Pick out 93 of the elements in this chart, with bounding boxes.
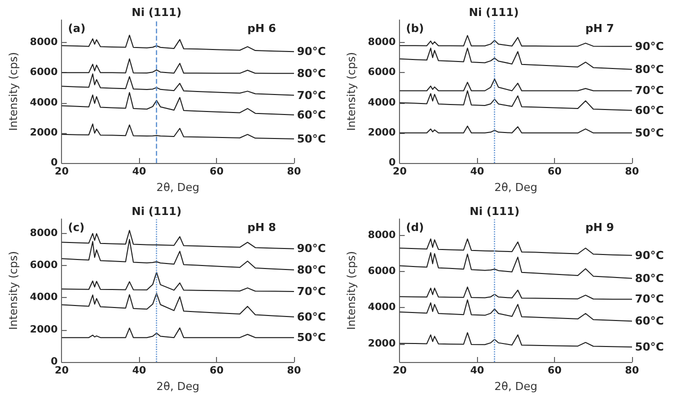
- y-tick-label: 8000: [368, 37, 396, 48]
- y-axis-title: Intensity (cps): [7, 52, 20, 131]
- x-axis-title: 2θ, Deg: [494, 180, 538, 194]
- series-label: 90°C: [297, 45, 326, 58]
- line-series: [61, 92, 294, 116]
- series-label: 50°C: [635, 126, 664, 140]
- y-tick-label: 2000: [368, 338, 396, 350]
- x-tick-label: 80: [625, 366, 639, 376]
- y-tick-label: 2000: [30, 324, 58, 336]
- y-tick-label: 8000: [368, 230, 396, 241]
- line-series: [61, 327, 294, 338]
- series-label: 70°C: [297, 284, 326, 298]
- y-tick-label: 6000: [368, 266, 396, 277]
- ref-line-label: Ni (111): [132, 6, 182, 19]
- annotation: pH 8: [247, 221, 276, 234]
- x-tick-label: 40: [132, 166, 146, 178]
- y-tick-label: 6000: [30, 260, 58, 272]
- series-label: 90°C: [635, 40, 664, 53]
- series-label: 70°C: [635, 292, 664, 306]
- series-label: 70°C: [297, 88, 326, 102]
- series-label: 50°C: [635, 340, 664, 354]
- x-tick-label: 60: [548, 366, 562, 376]
- x-tick-label: 20: [392, 366, 407, 376]
- y-axis-title: Intensity (cps): [345, 251, 358, 330]
- y-tick-label: 2000: [30, 127, 58, 138]
- annotation: (d): [406, 221, 424, 234]
- y-tick-label: 0: [50, 356, 58, 368]
- line-series: [399, 286, 632, 300]
- line-series: [399, 332, 632, 348]
- x-tick-label: 60: [548, 166, 562, 178]
- line-series: [399, 252, 632, 279]
- series-label: 80°C: [297, 66, 326, 80]
- y-axis-title: Intensity (cps): [7, 251, 20, 330]
- x-tick-label: 40: [470, 366, 484, 376]
- y-tick-label: 0: [388, 158, 396, 168]
- y-tick-label: 2000: [368, 127, 396, 138]
- x-axis-title: 2θ, Deg: [156, 180, 200, 194]
- x-tick-label: 40: [132, 366, 146, 376]
- line-series: [399, 48, 632, 70]
- x-tick-label: 20: [54, 166, 69, 178]
- line-series: [399, 299, 632, 322]
- series-label: 90°C: [297, 242, 326, 256]
- line-series: [61, 272, 294, 292]
- annotation: (b): [406, 22, 424, 35]
- x-tick-label: 60: [210, 166, 224, 178]
- y-tick-label: 6000: [30, 67, 58, 78]
- y-axis-title: Intensity (cps): [345, 52, 358, 131]
- x-tick-label: 40: [470, 166, 484, 178]
- x-axis-title: 2θ, Deg: [156, 380, 200, 393]
- line-series: [399, 90, 632, 111]
- series-label: 60°C: [297, 108, 326, 122]
- line-series: [61, 34, 294, 52]
- annotation: (a): [68, 22, 86, 35]
- line-series: [399, 238, 632, 256]
- y-tick-label: 8000: [30, 228, 58, 239]
- x-tick-label: 80: [287, 166, 301, 178]
- x-tick-label: 80: [625, 166, 639, 178]
- line-series: [399, 35, 632, 47]
- series-label: 60°C: [635, 104, 664, 117]
- x-tick-label: 20: [392, 166, 407, 178]
- series-label: 60°C: [635, 314, 664, 328]
- x-tick-label: 80: [287, 366, 301, 376]
- ref-line-label: Ni (111): [132, 205, 182, 218]
- series-label: 60°C: [297, 310, 326, 324]
- line-series: [61, 124, 294, 140]
- x-tick-label: 20: [54, 366, 69, 376]
- line-series: [61, 73, 294, 96]
- series-label: 80°C: [297, 263, 326, 276]
- y-tick-label: 4000: [30, 97, 58, 108]
- line-series: [61, 58, 294, 74]
- y-tick-label: 8000: [30, 37, 58, 48]
- x-axis-title: 2θ, Deg: [494, 380, 538, 393]
- x-tick-label: 60: [210, 366, 224, 376]
- y-tick-label: 0: [50, 158, 58, 168]
- annotation: (c): [68, 221, 85, 234]
- ref-line-label: Ni (111): [470, 205, 520, 218]
- annotation: pH 7: [585, 22, 614, 35]
- y-tick-label: 6000: [368, 67, 396, 78]
- y-tick-label: 4000: [368, 302, 396, 314]
- line-series: [61, 292, 294, 318]
- series-label: 80°C: [635, 62, 664, 76]
- annotation: pH 6: [247, 22, 276, 35]
- y-tick-label: 4000: [368, 97, 396, 108]
- series-label: 50°C: [297, 132, 326, 146]
- series-label: 80°C: [635, 272, 664, 285]
- line-series: [399, 78, 632, 92]
- y-tick-label: 4000: [30, 292, 58, 304]
- ref-line-label: Ni (111): [468, 6, 519, 19]
- line-series: [399, 126, 632, 134]
- series-label: 50°C: [297, 331, 326, 344]
- series-label: 90°C: [635, 248, 664, 262]
- annotation: pH 9: [585, 221, 614, 234]
- series-label: 70°C: [635, 84, 664, 98]
